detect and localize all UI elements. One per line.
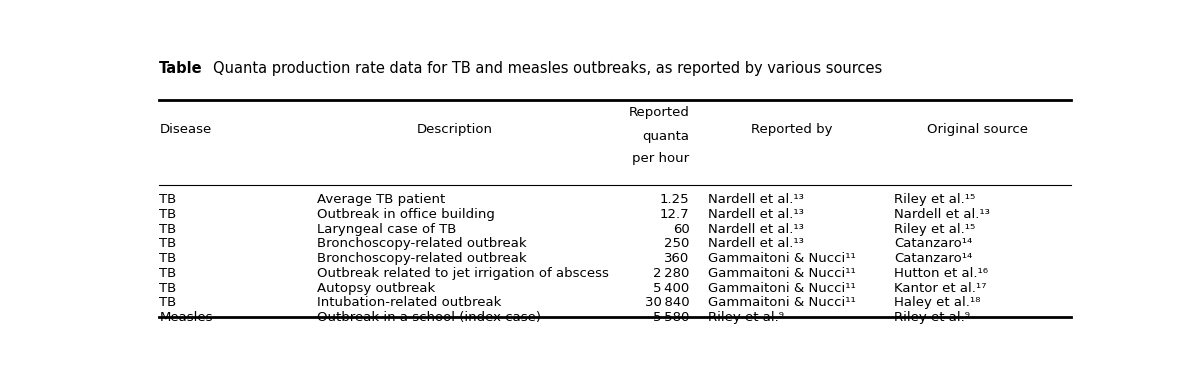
Text: Bronchoscopy-related outbreak: Bronchoscopy-related outbreak xyxy=(317,238,527,250)
Text: Gammaitoni & Nucci¹¹: Gammaitoni & Nucci¹¹ xyxy=(708,281,856,295)
Text: 5 400: 5 400 xyxy=(653,281,690,295)
Text: Nardell et al.¹³: Nardell et al.¹³ xyxy=(708,208,804,221)
Text: Nardell et al.¹³: Nardell et al.¹³ xyxy=(708,223,804,236)
Text: Description: Description xyxy=(416,123,492,136)
Text: TB: TB xyxy=(160,281,176,295)
Text: Reported: Reported xyxy=(629,106,690,119)
Text: Riley et al.⁹: Riley et al.⁹ xyxy=(708,311,784,324)
Text: Average TB patient: Average TB patient xyxy=(317,193,445,206)
Text: TB: TB xyxy=(160,223,176,236)
Text: per hour: per hour xyxy=(632,152,690,165)
Text: Gammaitoni & Nucci¹¹: Gammaitoni & Nucci¹¹ xyxy=(708,267,856,280)
Text: TB: TB xyxy=(160,252,176,265)
Text: 1.25: 1.25 xyxy=(660,193,690,206)
Text: Disease: Disease xyxy=(160,123,211,136)
Text: 5 580: 5 580 xyxy=(653,311,690,324)
Text: Intubation-related outbreak: Intubation-related outbreak xyxy=(317,296,502,309)
Text: Nardell et al.¹³: Nardell et al.¹³ xyxy=(894,208,990,221)
Text: TB: TB xyxy=(160,208,176,221)
Text: Hutton et al.¹⁶: Hutton et al.¹⁶ xyxy=(894,267,988,280)
Text: 12.7: 12.7 xyxy=(660,208,690,221)
Text: Haley et al.¹⁸: Haley et al.¹⁸ xyxy=(894,296,980,309)
Text: Laryngeal case of TB: Laryngeal case of TB xyxy=(317,223,457,236)
Text: Kantor et al.¹⁷: Kantor et al.¹⁷ xyxy=(894,281,986,295)
Text: Nardell et al.¹³: Nardell et al.¹³ xyxy=(708,238,804,250)
Text: Catanzaro¹⁴: Catanzaro¹⁴ xyxy=(894,238,972,250)
Text: Outbreak in office building: Outbreak in office building xyxy=(317,208,496,221)
Text: Reported by: Reported by xyxy=(751,123,833,136)
Text: Quanta production rate data for TB and measles outbreaks, as reported by various: Quanta production rate data for TB and m… xyxy=(214,61,882,76)
Text: TB: TB xyxy=(160,193,176,206)
Text: Nardell et al.¹³: Nardell et al.¹³ xyxy=(708,193,804,206)
Text: TB: TB xyxy=(160,238,176,250)
Text: Catanzaro¹⁴: Catanzaro¹⁴ xyxy=(894,252,972,265)
Text: TB: TB xyxy=(160,267,176,280)
Text: TB: TB xyxy=(160,296,176,309)
Text: 360: 360 xyxy=(664,252,690,265)
Text: 30 840: 30 840 xyxy=(644,296,690,309)
Text: Table: Table xyxy=(160,61,203,76)
Text: quanta: quanta xyxy=(642,130,690,143)
Text: Riley et al.⁹: Riley et al.⁹ xyxy=(894,311,970,324)
Text: 60: 60 xyxy=(673,223,690,236)
Text: Outbreak in a school (index case): Outbreak in a school (index case) xyxy=(317,311,541,324)
Text: Measles: Measles xyxy=(160,311,212,324)
Text: 250: 250 xyxy=(664,238,690,250)
Text: Original source: Original source xyxy=(928,123,1028,136)
Text: Autopsy outbreak: Autopsy outbreak xyxy=(317,281,436,295)
Text: Bronchoscopy-related outbreak: Bronchoscopy-related outbreak xyxy=(317,252,527,265)
Text: Outbreak related to jet irrigation of abscess: Outbreak related to jet irrigation of ab… xyxy=(317,267,610,280)
Text: Riley et al.¹⁵: Riley et al.¹⁵ xyxy=(894,193,976,206)
Text: Riley et al.¹⁵: Riley et al.¹⁵ xyxy=(894,223,976,236)
Text: Gammaitoni & Nucci¹¹: Gammaitoni & Nucci¹¹ xyxy=(708,252,856,265)
Text: Gammaitoni & Nucci¹¹: Gammaitoni & Nucci¹¹ xyxy=(708,296,856,309)
Text: 2 280: 2 280 xyxy=(653,267,690,280)
